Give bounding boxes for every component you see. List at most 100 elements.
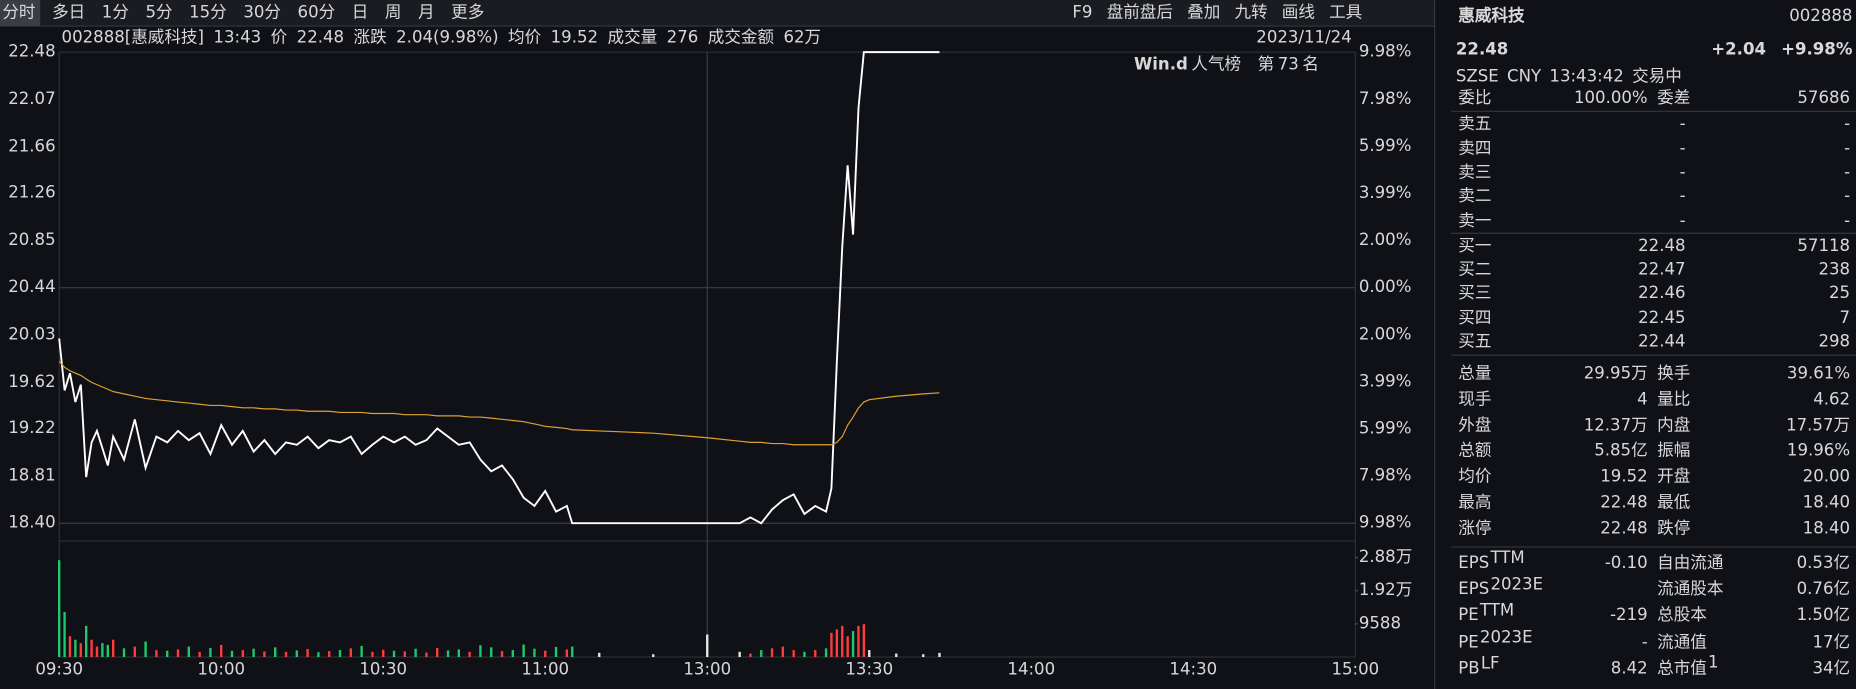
stat-value: 4 [1637,390,1648,409]
toolbar-button[interactable]: 盘前盘后 [1107,3,1173,22]
x-tick-label: 13:00 [683,660,731,679]
volume-bar [230,650,234,657]
book-price: 22.46 [1638,283,1685,302]
volume-bar [862,624,866,657]
info-item: 276 [667,27,699,46]
x-tick-label: 10:00 [197,660,245,679]
book-label: 卖四 [1458,139,1491,158]
toolbar-tab[interactable]: 月 [418,3,435,22]
volume-bar [176,649,180,657]
toolbar-tab[interactable]: 60分 [298,3,336,22]
volume-bar [252,648,255,657]
x-tick-label: 14:00 [1007,660,1055,679]
ratio-label: 委比 [1458,88,1491,107]
volume-bar [846,636,849,657]
badge-rank-prefix: 第 [1258,55,1275,74]
volume-tick-label: 9588 [1359,613,1401,632]
active-tab [0,0,41,27]
volume-bar [101,643,104,657]
x-tick-label: 15:00 [1331,660,1379,679]
toolbar-tab[interactable]: 多日 [52,3,85,22]
volume-bar [938,652,941,657]
stat-label: 均价 [1458,467,1492,486]
book-price: - [1680,162,1686,181]
toolbar-button[interactable]: 工具 [1329,3,1362,22]
toolbar-button[interactable]: 九转 [1234,3,1267,22]
volume-bar [106,644,109,657]
book-volume: 298 [1818,332,1850,351]
toolbar-button[interactable]: 画线 [1282,3,1315,22]
fundamental-value: -0.10 [1605,553,1648,572]
volume-bar [554,646,558,657]
toolbar-tab[interactable]: 15分 [189,3,227,22]
fundamental-value: 34亿 [1812,658,1850,677]
volume-bar [155,650,158,657]
toolbar-tab[interactable]: 日 [352,3,369,22]
fundamental-value: - [1642,632,1648,651]
average-line [58,361,940,446]
y2-tick-label: 3.99% [1359,183,1412,202]
ratio-value: 100.00% [1574,88,1648,107]
volume-bar [360,645,363,657]
toolbar-button[interactable]: 叠加 [1187,3,1220,22]
info-item: 成交金额 [708,27,775,46]
volume-bar [349,648,352,657]
info-item: 涨跌 [354,27,388,46]
toolbar-tab[interactable]: 更多 [451,3,484,22]
stat-label: 换手 [1657,364,1690,383]
volume-bar [598,652,601,657]
y-tick-label: 18.81 [8,465,55,484]
y2-tick-label: 0.00% [1359,277,1412,296]
toolbar-tab[interactable]: 周 [385,3,402,22]
badge-brand: Win.d [1134,55,1188,74]
toolbar-tab[interactable]: 分时 [2,3,35,22]
y-tick-label: 22.48 [8,42,55,61]
volume-bar [133,646,136,657]
y2-tick-label: 9.98% [1359,513,1412,532]
stat-value: 18.40 [1803,519,1850,538]
volume-bar [738,651,741,657]
toolbar-button[interactable]: F9 [1072,3,1092,22]
y2-tick-label: 5.99% [1359,136,1412,155]
y-tick-label: 20.85 [8,230,55,249]
volume-bar [317,652,320,657]
book-volume: 25 [1829,283,1850,302]
info-item: 成交量 [608,27,658,46]
diff-label: 委差 [1657,88,1690,107]
price-change-pct: +9.98% [1781,39,1853,58]
book-label: 买一 [1458,236,1491,255]
book-label: 卖一 [1458,211,1491,230]
price-change: +2.04 [1711,39,1766,58]
toolbar-tab[interactable]: 30分 [243,3,281,22]
stat-value: 19.52 [1600,467,1647,486]
y-tick-label: 19.22 [8,418,55,437]
volume-bar [457,649,461,657]
volume-tick-label: 1.92万 [1359,580,1412,599]
stat-value: 22.48 [1600,493,1647,512]
fundamental-label: 流通股本 [1657,579,1723,598]
fundamental-value: 0.53亿 [1797,553,1850,572]
y2-tick-label: 9.98% [1359,42,1412,61]
book-volume: - [1844,211,1850,230]
volume-bar [220,644,223,657]
fundamental-label: 总市值 [1657,658,1707,677]
book-label: 买三 [1458,283,1491,302]
volume-bar [824,648,828,657]
volume-bar [814,650,817,657]
volume-bar [284,651,288,657]
fundamental-label: 自由流通 [1657,553,1724,572]
toolbar-tab[interactable]: 1分 [102,3,129,22]
book-volume: 57118 [1797,236,1850,255]
y2-tick-label: 7.98% [1359,89,1412,108]
last-price: 22.48 [1456,39,1508,58]
book-volume: 238 [1818,259,1850,278]
volume-bar [58,560,61,657]
toolbar-tab[interactable]: 5分 [145,3,172,22]
fundamental-sup: 1 [1708,652,1719,671]
book-price: 22.45 [1638,308,1685,327]
stat-label: 振幅 [1657,441,1690,460]
book-label: 买二 [1458,259,1491,278]
volume-bar [328,651,331,657]
volume-bar [166,650,169,657]
y-tick-label: 20.44 [8,277,55,296]
